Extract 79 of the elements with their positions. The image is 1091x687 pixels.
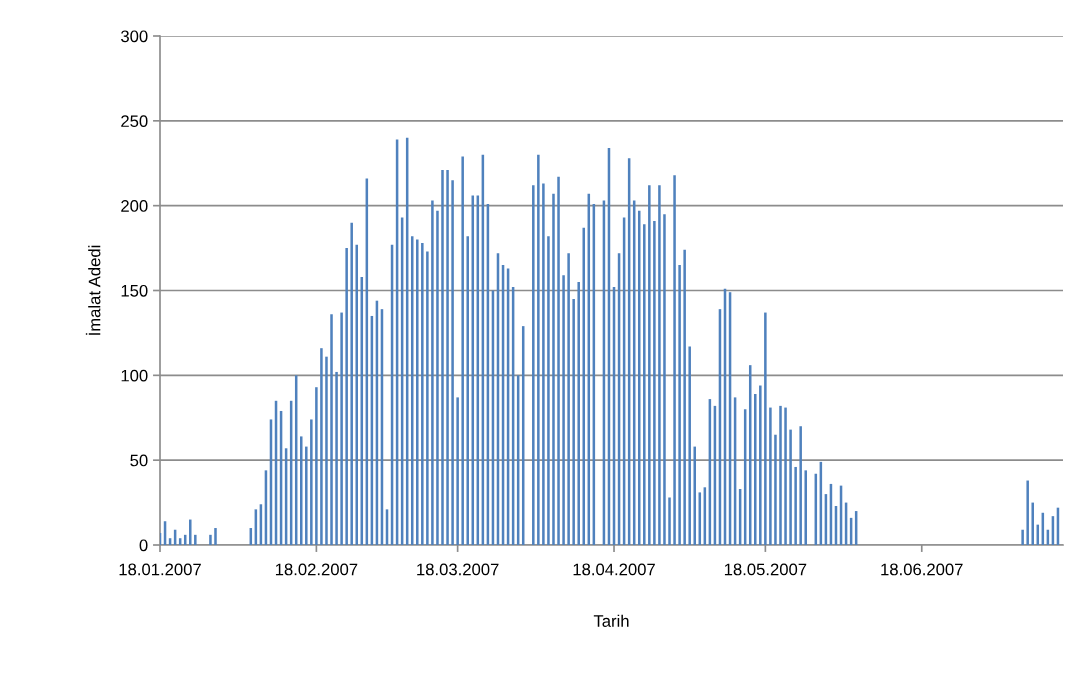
x-axis-title: Tarih — [593, 614, 629, 627]
bar — [330, 314, 333, 545]
bar — [335, 371, 338, 545]
bar — [794, 466, 797, 545]
bar — [1021, 529, 1024, 545]
bar — [567, 253, 570, 545]
bar — [577, 282, 580, 545]
bar — [582, 227, 586, 545]
y-axis-title: İmalat Adedi — [85, 245, 101, 335]
bar — [441, 170, 444, 545]
bar — [759, 385, 762, 545]
bar — [305, 446, 308, 545]
bar — [769, 407, 772, 545]
y-tick-label: 50 — [130, 454, 148, 467]
bar — [668, 497, 671, 545]
bar — [789, 429, 792, 545]
bar — [683, 249, 686, 545]
bar — [648, 185, 651, 545]
bar — [416, 239, 419, 545]
y-tick-label: 200 — [121, 200, 148, 212]
x-tick-label: 18.03.2007 — [417, 563, 499, 576]
y-tick-label: 250 — [121, 115, 148, 128]
bar — [653, 220, 656, 545]
x-tick-label: 18.06.2007 — [881, 563, 963, 576]
bar — [421, 242, 424, 545]
bar — [426, 251, 429, 545]
bar — [431, 200, 434, 545]
bar — [299, 436, 303, 545]
y-tick-label: 150 — [121, 284, 148, 297]
bar — [1026, 480, 1029, 545]
bar — [688, 346, 691, 545]
bar — [552, 193, 555, 545]
bar — [799, 426, 802, 545]
bar — [562, 275, 565, 545]
bar — [804, 470, 807, 545]
bar — [784, 407, 787, 545]
bar — [537, 154, 540, 545]
bar — [572, 298, 575, 545]
bar — [320, 348, 323, 545]
y-tick-label: 300 — [121, 30, 148, 43]
bar — [355, 244, 358, 545]
x-tick-label: 18.02.2007 — [275, 563, 358, 576]
y-tick-label: 100 — [121, 369, 148, 382]
bar — [214, 528, 217, 545]
bar — [315, 387, 318, 545]
bar — [547, 236, 550, 545]
bar — [643, 224, 646, 545]
bar — [436, 210, 439, 545]
bar — [466, 236, 469, 545]
bar — [542, 183, 545, 545]
bar — [340, 312, 343, 545]
x-tick-label: 18.01.2007 — [119, 563, 201, 576]
x-tick-label: 18.05.2007 — [724, 563, 807, 576]
bar — [456, 397, 459, 545]
bar — [754, 394, 757, 545]
bar — [194, 534, 197, 545]
bar — [189, 519, 192, 545]
bar — [446, 170, 449, 545]
bar — [325, 356, 328, 545]
bar — [451, 180, 454, 545]
bar — [345, 248, 348, 545]
bar — [693, 446, 696, 545]
bar — [764, 312, 767, 545]
bar — [461, 156, 464, 545]
bar — [774, 434, 777, 545]
bar — [673, 175, 676, 545]
bar — [310, 419, 313, 545]
bar — [1031, 502, 1034, 545]
y-tick-label: 0 — [139, 539, 148, 552]
bar — [209, 534, 212, 545]
bar — [532, 185, 535, 545]
bar — [678, 265, 681, 545]
bar — [779, 405, 782, 545]
bar — [350, 222, 353, 545]
x-tick-label: 18.04.2007 — [573, 563, 655, 576]
bar — [663, 214, 666, 545]
bar — [557, 176, 560, 545]
bar — [637, 210, 641, 545]
bar — [658, 185, 661, 545]
